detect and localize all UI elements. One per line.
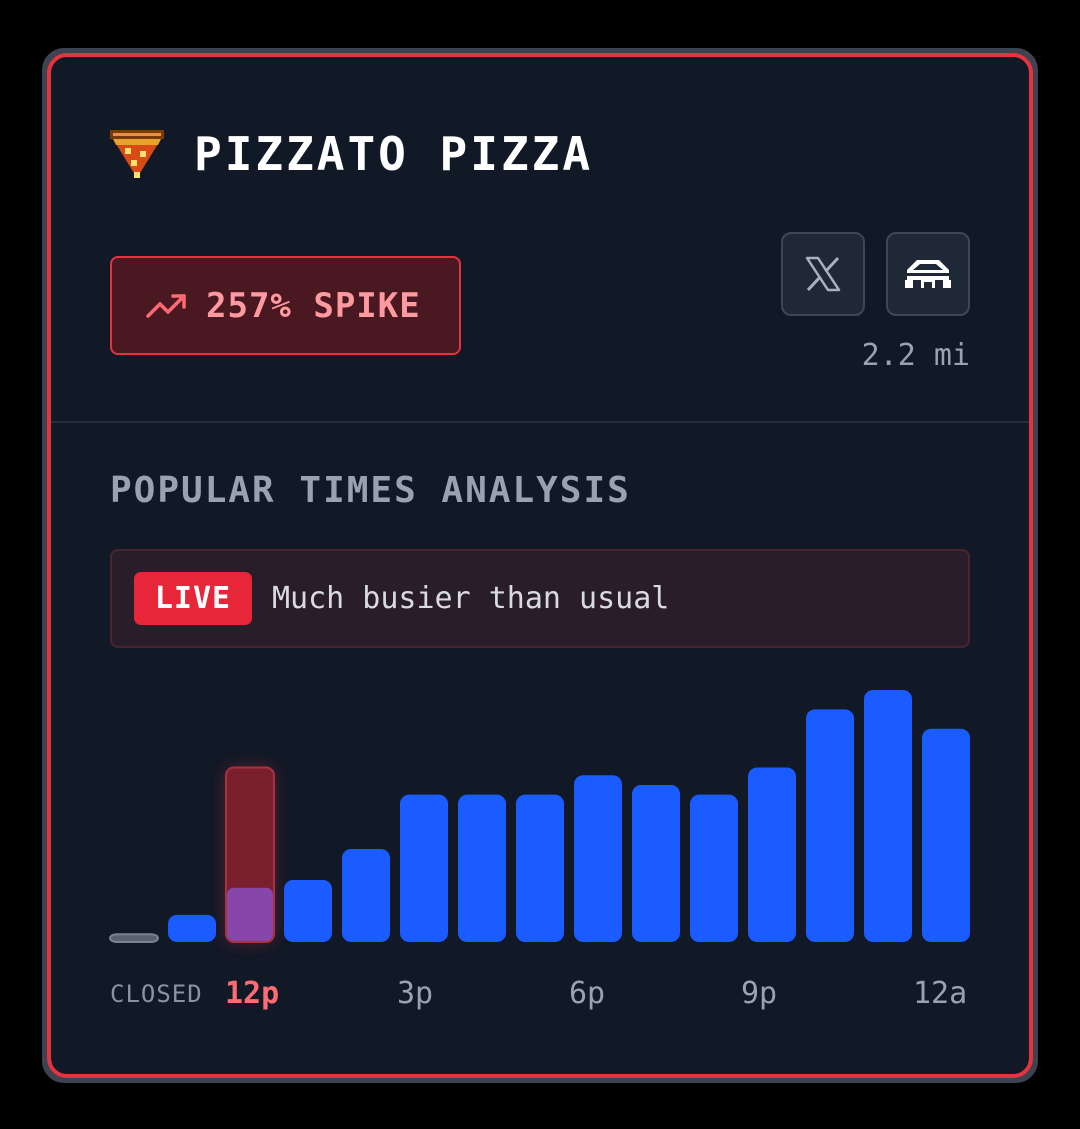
live-status-text: Much busier than usual: [272, 581, 670, 616]
x-link-button[interactable]: [781, 232, 865, 316]
x-tick-label: 12p: [225, 976, 280, 1011]
distance-label: 2.2 mi: [861, 338, 970, 373]
live-badge: LIVE: [134, 572, 252, 625]
section-title: POPULAR TIMES ANALYSIS: [110, 470, 631, 511]
venue-header: PIZZATO PIZZA: [110, 126, 593, 182]
venue-name: PIZZATO PIZZA: [194, 127, 594, 181]
x-tick-label: CLOSED: [110, 980, 203, 1008]
x-tick-label: 12a: [913, 976, 968, 1011]
live-status-banner: LIVE Much busier than usual: [110, 549, 970, 648]
venue-link-button[interactable]: [886, 232, 970, 316]
trending-up-icon: [146, 293, 186, 318]
x-tick-label: 9p: [741, 976, 778, 1011]
x-tick-label: 3p: [397, 976, 434, 1011]
building-icon: [903, 260, 953, 288]
pizza-slice-icon: [110, 130, 164, 178]
section-divider: [51, 421, 1029, 423]
x-tick-label: 6p: [569, 976, 606, 1011]
spike-badge: 257% SPIKE: [110, 256, 461, 355]
spike-label: 257% SPIKE: [206, 285, 421, 326]
x-logo-icon: [805, 256, 841, 292]
